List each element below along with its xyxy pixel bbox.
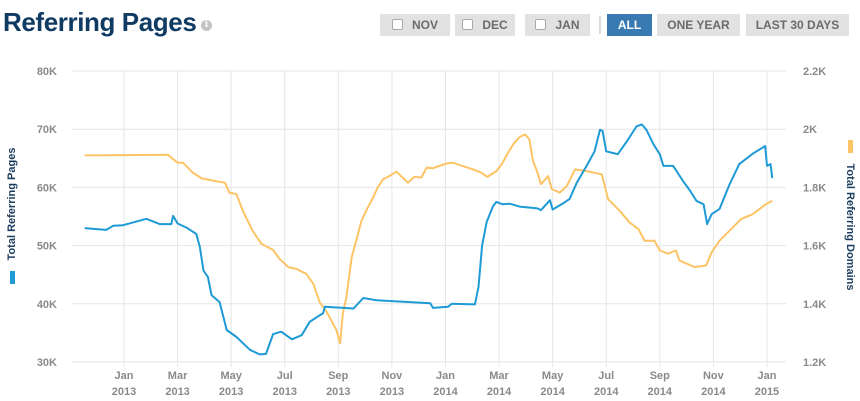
pages-legend-swatch [10,271,15,284]
left-axis-tick-label: 50K [37,241,57,253]
right-axis-tick-label: 2.2K [803,66,826,78]
x-axis-year-label: 2014 [540,386,565,398]
x-axis-month-label: Nov [382,370,404,382]
x-axis-year-label: 2014 [648,386,673,398]
x-axis-month-label: Jul [598,370,614,382]
x-axis-month-label: May [542,370,564,382]
x-axis-month-label: Sep [650,370,670,382]
x-axis-month-label: May [220,370,242,382]
x-axis-month-label: Jan [436,370,455,382]
x-axis-year-label: 2013 [380,386,404,398]
filter-nov-label: NOV [411,18,438,32]
right-axis-tick-label: 2K [803,124,817,136]
filter-jan-button[interactable]: JAN [525,14,590,36]
filter-jan-label: JAN [555,18,580,32]
range-last-30-days-button[interactable]: LAST 30 DAYS [746,14,849,36]
left-axis-tick-label: 70K [37,124,57,136]
x-axis-year-label: 2013 [165,386,189,398]
x-axis-month-label: Mar [489,370,509,382]
info-icon[interactable]: i [201,20,212,31]
right-axis-tick-label: 1.6K [803,241,826,253]
referring-domains-line [84,133,773,345]
right-axis-title: Total Referring Domains [844,163,856,291]
x-axis-month-label: Jan [757,370,776,382]
checkbox-icon[interactable] [462,19,474,30]
filter-dec-label: DEC [482,18,508,32]
left-axis-title: Total Referring Pages [6,147,18,261]
x-axis-year-label: 2014 [433,386,458,398]
right-axis-tick-label: 1.2K [803,357,826,369]
domains-legend-swatch [848,140,853,153]
left-axis-tick-label: 60K [37,182,57,194]
checkbox-icon[interactable] [535,19,547,30]
x-axis-year-label: 2013 [112,386,136,398]
filter-nov-button[interactable]: NOV [380,14,450,36]
left-axis-tick-label: 80K [37,66,57,78]
x-axis-year-label: 2015 [755,386,779,398]
x-axis-year-label: 2013 [326,386,350,398]
x-axis-year-label: 2014 [594,386,619,398]
x-axis-month-label: Sep [328,370,348,382]
page-title: Referring Pages [3,7,197,37]
range-one-year-button[interactable]: ONE YEAR [657,14,740,36]
x-axis-month-label: Jul [277,370,293,382]
left-axis-tick-label: 30K [37,357,57,369]
x-axis-year-label: 2013 [219,386,243,398]
checkbox-icon[interactable] [391,19,403,30]
x-axis-month-label: Jan [115,370,134,382]
x-axis-year-label: 2014 [701,386,726,398]
button-divider [599,16,601,34]
referring-pages-line [84,123,774,356]
filter-dec-button[interactable]: DEC [455,14,515,36]
x-axis-month-label: Mar [168,370,188,382]
range-all-button[interactable]: ALL [607,14,652,36]
x-axis-year-label: 2013 [272,386,296,398]
right-axis-tick-label: 1.8K [803,182,826,194]
x-axis-year-label: 2014 [487,386,512,398]
right-axis-tick-label: 1.4K [803,299,826,311]
x-axis-month-label: Nov [703,370,725,382]
left-axis-tick-label: 40K [37,299,57,311]
